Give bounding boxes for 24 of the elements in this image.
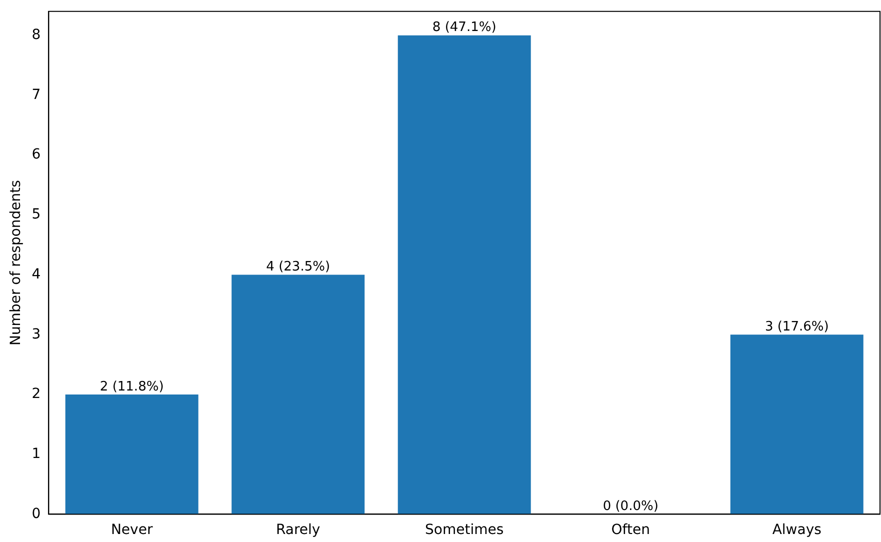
- y-tick-label: 0: [32, 506, 41, 522]
- y-tick-label: 7: [32, 86, 41, 103]
- y-axis-title: Number of respondents: [8, 180, 24, 346]
- data-label: 0 (0.0%): [602, 499, 658, 514]
- bar: [398, 35, 531, 514]
- x-tick-label: Sometimes: [425, 522, 504, 538]
- y-tick-label: 5: [32, 206, 41, 223]
- y-tick-label: 4: [32, 266, 41, 282]
- x-tick-label: Never: [110, 522, 153, 538]
- y-tick-label: 8: [32, 26, 41, 43]
- x-tick-label: Always: [772, 522, 822, 538]
- data-label: 2 (11.8%): [100, 379, 164, 394]
- y-tick-label: 2: [32, 386, 41, 402]
- data-label: 4 (23.5%): [266, 260, 330, 275]
- y-tick-label: 6: [32, 146, 41, 163]
- x-tick-label: Rarely: [276, 522, 320, 538]
- y-tick-label: 1: [32, 446, 41, 462]
- x-tick-label: Often: [611, 522, 650, 538]
- data-label: 8 (47.1%): [432, 20, 496, 36]
- bar: [730, 334, 864, 514]
- bar: [232, 274, 365, 514]
- bar: [65, 394, 198, 514]
- data-label: 3 (17.6%): [764, 320, 829, 335]
- y-tick-label: 3: [32, 326, 41, 342]
